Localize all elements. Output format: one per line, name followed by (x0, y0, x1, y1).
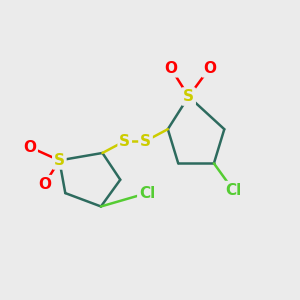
Text: O: O (38, 177, 51, 192)
Text: S: S (140, 134, 151, 148)
Text: S: S (183, 89, 194, 104)
Text: Cl: Cl (225, 183, 241, 198)
Text: O: O (203, 61, 216, 76)
Text: O: O (23, 140, 36, 154)
Text: O: O (164, 61, 177, 76)
Text: S: S (54, 153, 65, 168)
Text: S: S (119, 134, 130, 148)
Text: Cl: Cl (139, 186, 155, 201)
